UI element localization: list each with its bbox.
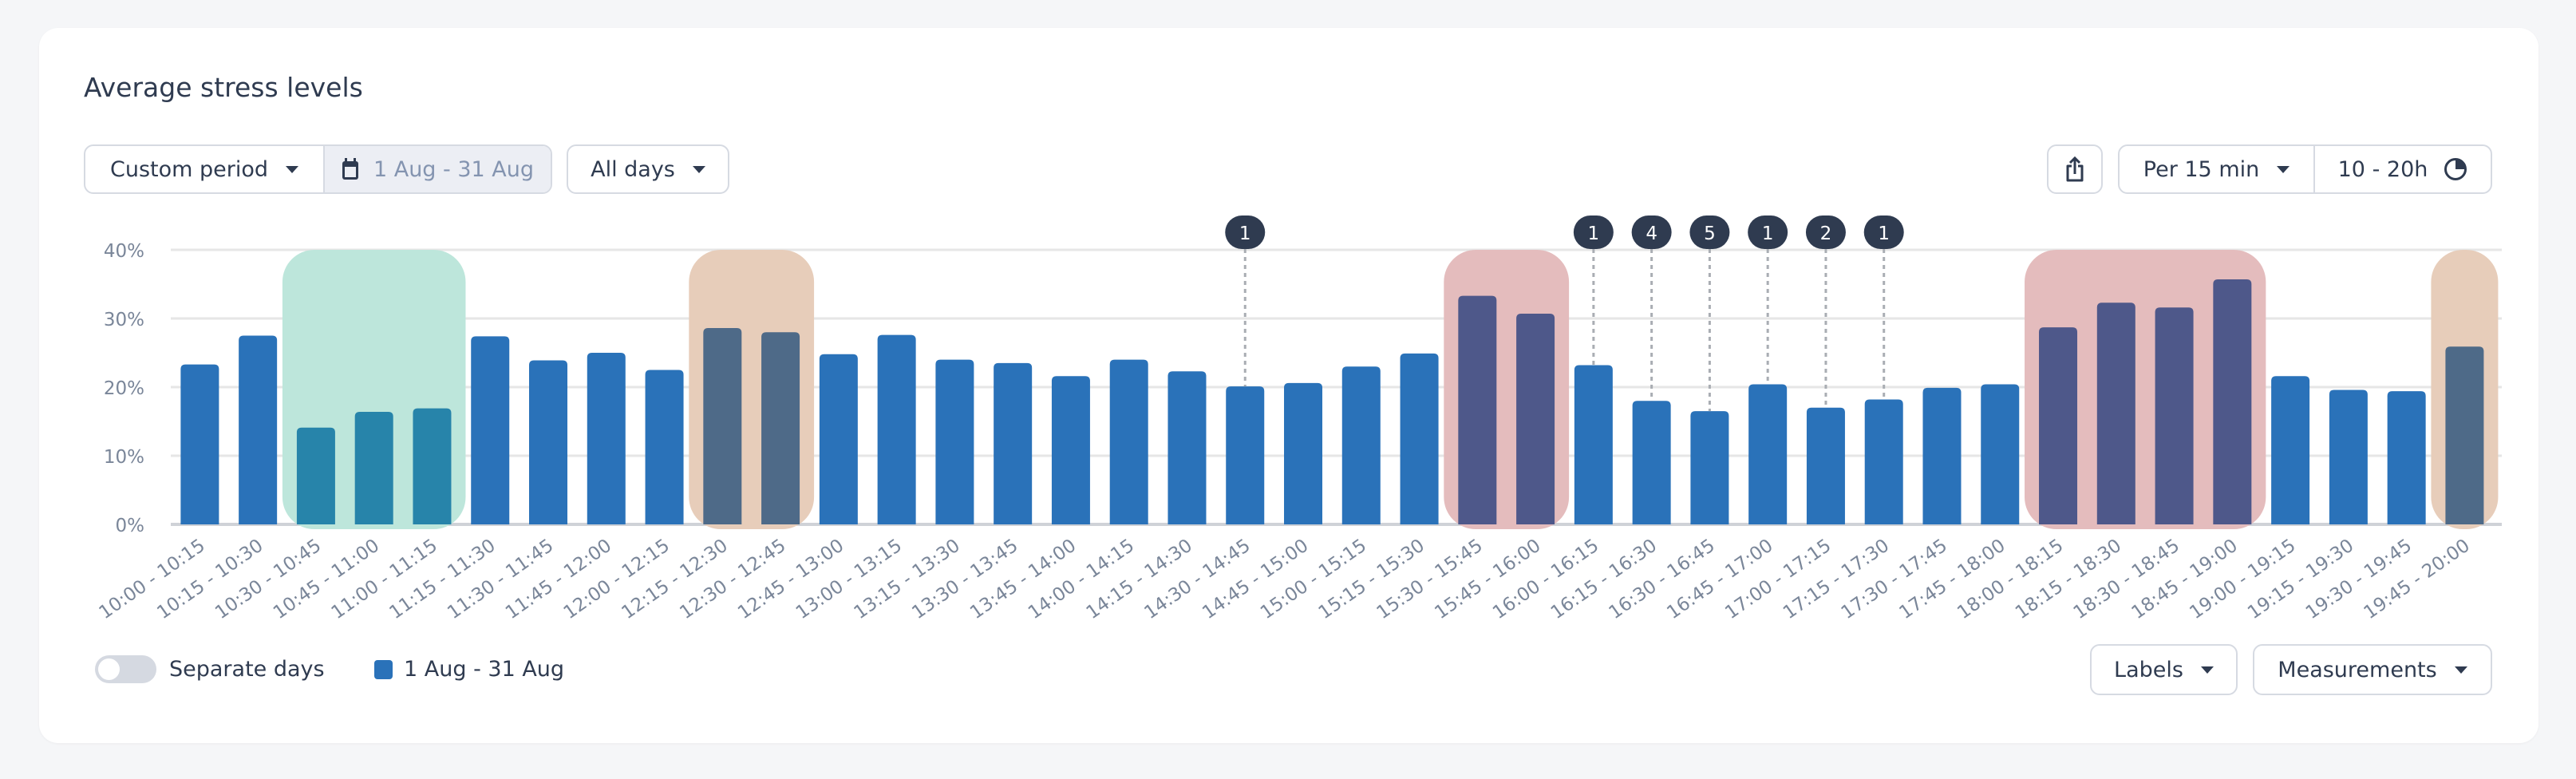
labels-button-label: Labels <box>2114 657 2183 682</box>
annotation-count: 1 <box>1239 223 1251 244</box>
bar <box>761 332 800 524</box>
bar <box>529 360 568 524</box>
page-title: Average stress levels <box>84 72 363 103</box>
y-tick-label: 40% <box>104 241 144 262</box>
bar <box>2213 279 2252 524</box>
bar <box>1341 366 1381 524</box>
bar <box>819 354 858 524</box>
bar <box>1458 295 1497 524</box>
annotation-marker <box>1863 216 1904 249</box>
bar <box>1284 382 1323 524</box>
separate-days-label: Separate days <box>169 657 325 682</box>
bar <box>1981 384 2020 524</box>
separate-days-toggle[interactable] <box>95 655 156 683</box>
bar <box>1632 401 1671 524</box>
interval-control: Per 15 min 10 - 20h <box>2118 144 2492 194</box>
custom-period-label: Custom period <box>109 156 269 182</box>
legend-label: 1 Aug - 31 Aug <box>404 657 565 682</box>
bar <box>2329 390 2368 524</box>
bar <box>1051 376 1090 524</box>
calendar-icon <box>342 158 358 180</box>
highlight-band <box>2025 250 2266 529</box>
days-dropdown[interactable]: All days <box>567 144 729 194</box>
share-button[interactable] <box>2047 144 2103 194</box>
legend-swatch <box>374 660 393 679</box>
annotation-marker <box>1689 216 1730 249</box>
pie-clock-icon <box>2444 158 2467 180</box>
y-tick-label: 30% <box>104 310 144 330</box>
bar <box>587 353 626 524</box>
bar <box>703 328 742 524</box>
x-tick-label: 19:45 - 20:00 <box>2361 536 2474 623</box>
bar <box>2155 307 2194 524</box>
bar <box>2387 391 2426 524</box>
bar <box>1516 313 1555 524</box>
annotation-marker <box>1573 216 1614 249</box>
period-control: Custom period 1 Aug - 31 Aug <box>84 144 552 194</box>
date-range-label: 1 Aug - 31 Aug <box>373 156 535 182</box>
y-tick-label: 20% <box>104 378 144 399</box>
annotation-marker <box>1225 216 1266 249</box>
annotation-count: 1 <box>1588 223 1600 244</box>
labels-dropdown[interactable]: Labels <box>2090 644 2238 695</box>
custom-period-dropdown[interactable]: Custom period <box>85 146 325 192</box>
annotation-marker <box>1631 216 1672 249</box>
bar <box>296 427 335 524</box>
bar <box>239 335 278 524</box>
annotation-count: 1 <box>1762 223 1774 244</box>
bar <box>877 334 916 524</box>
chevron-down-icon <box>2200 666 2214 674</box>
bar <box>2039 327 2078 524</box>
bar <box>471 336 510 524</box>
toggle-knob <box>98 658 120 680</box>
bar <box>1167 371 1207 524</box>
chevron-down-icon <box>286 165 299 173</box>
bar <box>1400 353 1439 524</box>
date-range-picker[interactable]: 1 Aug - 31 Aug <box>325 146 551 192</box>
share-icon <box>2066 156 2084 182</box>
bar <box>1864 399 1903 524</box>
interval-label: Per 15 min <box>2143 156 2260 182</box>
annotation-count: 2 <box>1820 223 1832 244</box>
chevron-down-icon <box>692 165 705 173</box>
annotation-marker <box>1805 216 1846 249</box>
bar <box>1748 384 1788 524</box>
bar <box>2271 376 2310 524</box>
bar <box>413 408 452 524</box>
bar <box>994 362 1033 524</box>
bar <box>1922 387 1962 524</box>
bar <box>1806 407 1845 524</box>
annotation-count: 4 <box>1646 223 1657 244</box>
bar <box>1690 411 1729 524</box>
y-tick-label: 10% <box>104 447 144 468</box>
bar <box>1574 365 1613 524</box>
days-label: All days <box>591 156 675 182</box>
bar <box>1226 386 1265 524</box>
chevron-down-icon <box>2277 165 2290 173</box>
interval-dropdown[interactable]: Per 15 min <box>2120 146 2315 192</box>
bar <box>180 364 219 524</box>
bar <box>935 359 974 524</box>
measurements-button-label: Measurements <box>2278 657 2437 682</box>
chevron-down-icon <box>2454 666 2467 674</box>
bar <box>645 370 684 524</box>
measurements-dropdown[interactable]: Measurements <box>2253 644 2492 695</box>
annotation-count: 5 <box>1704 223 1716 244</box>
hours-range-button[interactable]: 10 - 20h <box>2315 146 2491 192</box>
annotation-marker <box>1748 216 1788 249</box>
bar <box>1109 359 1148 524</box>
annotation-count: 1 <box>1878 223 1890 244</box>
bar <box>2096 303 2135 524</box>
hours-label: 10 - 20h <box>2337 156 2428 182</box>
bar <box>2445 346 2484 524</box>
bar <box>354 411 393 524</box>
y-tick-label: 0% <box>116 516 145 536</box>
